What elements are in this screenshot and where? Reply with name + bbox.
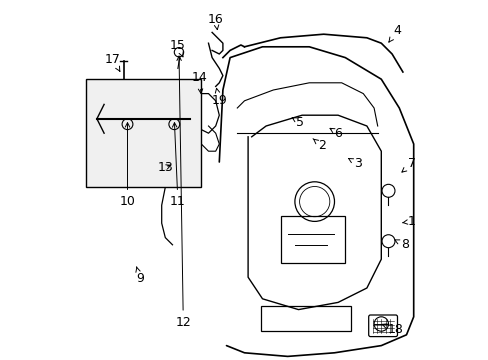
Bar [260, 306, 350, 331]
Text: 1: 1 [402, 215, 415, 228]
Text: 3: 3 [348, 157, 361, 170]
Text: 17: 17 [105, 53, 121, 71]
Text: 14: 14 [191, 71, 207, 93]
Text: 15: 15 [170, 39, 185, 57]
Text: 19: 19 [211, 88, 227, 107]
Text: 4: 4 [388, 24, 401, 42]
Text: 18: 18 [381, 323, 403, 336]
Bar [165, 151, 181, 173]
Text: 2: 2 [312, 139, 325, 152]
Bar [86, 79, 201, 187]
Text: 13: 13 [157, 161, 173, 174]
Text: 11: 11 [170, 123, 185, 208]
Text: 10: 10 [120, 123, 135, 208]
Bar [280, 216, 345, 263]
Text: 16: 16 [207, 13, 223, 30]
Text: 12: 12 [175, 56, 191, 329]
Text: 9: 9 [136, 267, 144, 285]
Text: 7: 7 [401, 157, 415, 172]
Text: 5: 5 [292, 116, 304, 129]
Text: 6: 6 [329, 127, 341, 140]
Text: 8: 8 [394, 238, 408, 251]
